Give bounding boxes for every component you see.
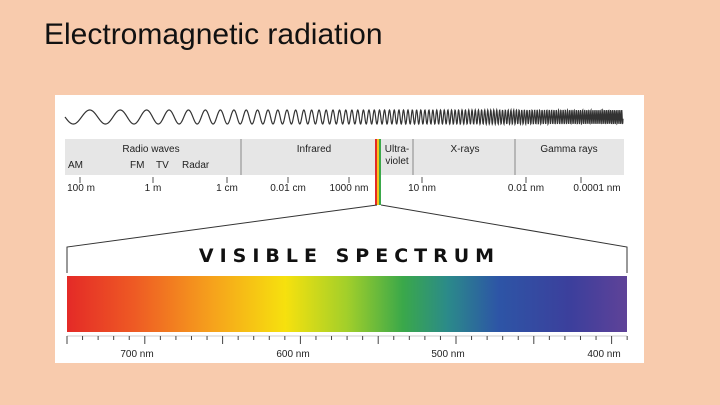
visible-spectrum-title: VISIBLE SPECTRUM bbox=[198, 245, 501, 267]
scale-label: 1 m bbox=[144, 183, 162, 194]
scale-label: 1 cm bbox=[216, 183, 238, 194]
spectrum-graphic bbox=[64, 107, 628, 344]
scale-ticks bbox=[79, 177, 582, 183]
radio-sub-tv: TV bbox=[156, 160, 169, 171]
band-label-xrays: X-rays bbox=[450, 144, 480, 155]
band-label-gamma: Gamma rays bbox=[540, 144, 598, 155]
scale-label: 0.01 nm bbox=[507, 183, 545, 194]
mini-spectrum-yellow bbox=[377, 139, 379, 205]
wavelength-wave bbox=[64, 107, 624, 127]
band-label-radio: Radio waves bbox=[122, 144, 180, 155]
scale-label: 0.01 cm bbox=[270, 183, 306, 194]
radio-sub-am: AM bbox=[68, 160, 83, 171]
spectrum-diagram: Radio waves Infrared Ultra- violet X-ray… bbox=[55, 95, 644, 363]
radio-sub-fm: FM bbox=[130, 160, 145, 171]
mini-spectrum-green bbox=[379, 139, 381, 205]
visible-tick-label: 400 nm bbox=[587, 349, 621, 360]
visible-tick-label: 500 nm bbox=[431, 349, 465, 360]
visible-tick-label: 600 nm bbox=[276, 349, 310, 360]
radio-sub-radar: Radar bbox=[182, 160, 210, 171]
band-strip bbox=[65, 139, 624, 175]
mini-spectrum-red bbox=[375, 139, 377, 205]
band-label-infrared: Infrared bbox=[296, 144, 332, 155]
visible-ticks bbox=[66, 336, 628, 344]
scale-label: 10 nm bbox=[408, 183, 436, 194]
slide-title: Electromagnetic radiation bbox=[44, 18, 383, 51]
zoom-line-left bbox=[66, 204, 378, 273]
zoom-line-right bbox=[380, 204, 628, 273]
band-label-ultraviolet-1: Ultra- bbox=[384, 144, 410, 155]
band-label-ultraviolet-2: violet bbox=[385, 156, 409, 167]
visible-spectrum-bar bbox=[67, 276, 627, 332]
visible-tick-label: 700 nm bbox=[120, 349, 154, 360]
scale-label: 1000 nm bbox=[329, 183, 369, 194]
scale-label: 100 m bbox=[67, 183, 95, 194]
scale-label: 0.0001 nm bbox=[573, 183, 621, 194]
